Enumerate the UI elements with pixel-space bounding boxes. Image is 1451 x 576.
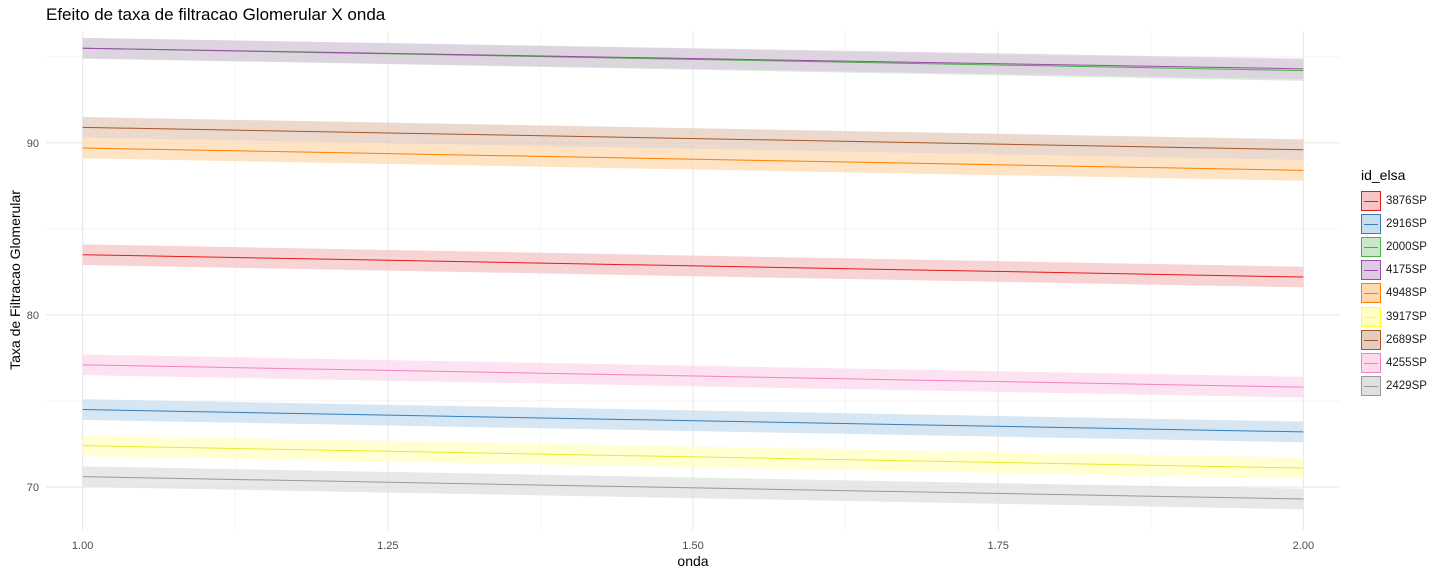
y-tick-label: 80 <box>27 310 39 322</box>
series-line-2689SP <box>82 126 1304 151</box>
legend-label: 3876SP <box>1386 194 1427 207</box>
series-line-3876SP <box>82 254 1304 278</box>
x-tick-label: 1.00 <box>72 540 93 552</box>
legend-title: id_elsa <box>1361 167 1406 183</box>
series-line-4175SP <box>82 47 1304 70</box>
legend-item-4175SP: 4175SP <box>1361 259 1427 282</box>
legend-key-swatch <box>1361 213 1381 234</box>
legend-label: 2000SP <box>1386 240 1427 253</box>
legend-label: 4948SP <box>1386 287 1427 300</box>
legend-label: 4175SP <box>1386 264 1427 277</box>
legend-key-swatch <box>1361 236 1381 257</box>
series-line-3917SP <box>82 445 1304 469</box>
y-tick-label: 70 <box>27 482 39 494</box>
series-line-4255SP <box>82 364 1304 388</box>
x-tick-label: 1.25 <box>377 540 398 552</box>
legend-key-swatch <box>1361 190 1381 211</box>
legend-key-swatch <box>1361 306 1381 327</box>
axis-labels: 1.00 1.25 1.50 1.75 2.00 70 80 90 <box>27 138 1314 552</box>
legend-label: 4255SP <box>1386 356 1427 369</box>
legend-item-2689SP: 2689SP <box>1361 328 1427 351</box>
x-tick-label: 2.00 <box>1293 540 1314 552</box>
legend-key-swatch <box>1361 352 1381 373</box>
x-tick-label: 1.75 <box>987 540 1008 552</box>
x-axis-title: onda <box>677 553 708 569</box>
series-line-4948SP <box>82 147 1304 171</box>
y-tick-label: 90 <box>27 138 39 150</box>
series-line-2429SP <box>82 476 1304 500</box>
legend-item-4948SP: 4948SP <box>1361 282 1427 305</box>
legend-key-swatch <box>1361 329 1381 350</box>
y-axis-title: Taxa de Filtracao Glomerular <box>7 190 23 370</box>
series-line-2916SP <box>82 409 1304 433</box>
legend-label: 2689SP <box>1386 333 1427 346</box>
legend-item-3917SP: 3917SP <box>1361 305 1427 328</box>
legend-label: 2429SP <box>1386 380 1427 393</box>
legend-label: 2916SP <box>1386 217 1427 230</box>
legend-key-swatch <box>1361 283 1381 304</box>
legend-item-4255SP: 4255SP <box>1361 351 1427 374</box>
series-lines <box>82 47 1304 500</box>
legend-item-2429SP: 2429SP <box>1361 375 1427 398</box>
chart-title: Efeito de taxa de filtracao Glomerular X… <box>46 5 386 24</box>
legend-items: 3876SP 2916SP 2000SP 4175SP 4948SP 3917SP 2689… <box>1361 189 1427 398</box>
legend-item-2916SP: 2916SP <box>1361 212 1427 235</box>
legend-item-3876SP: 3876SP <box>1361 189 1427 212</box>
legend-key-swatch <box>1361 260 1381 281</box>
legend-item-2000SP: 2000SP <box>1361 235 1427 258</box>
legend-label: 3917SP <box>1386 310 1427 323</box>
x-tick-label: 1.50 <box>682 540 703 552</box>
legend-key-swatch <box>1361 376 1381 397</box>
legend: id_elsa 3876SP 2916SP 2000SP 4175SP 4948SP 39… <box>1361 167 1427 398</box>
